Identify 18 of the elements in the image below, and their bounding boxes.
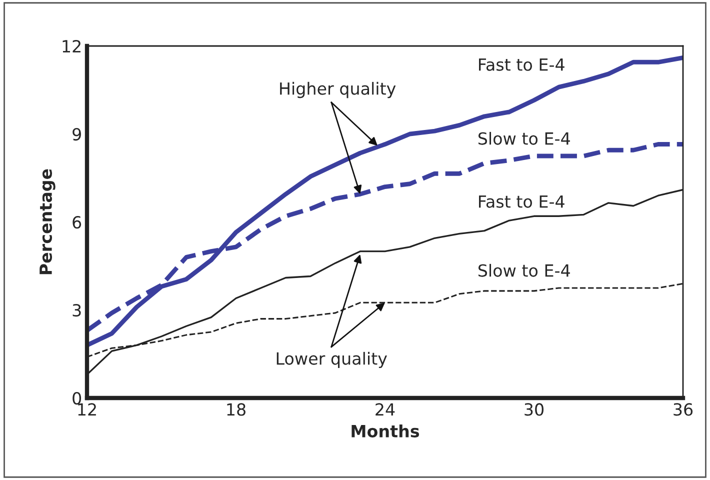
line-series	[87, 56, 683, 348]
series-label: Fast to E-4	[479, 195, 564, 208]
y-tick-label: 6	[72, 216, 82, 229]
x-axis-title: Months	[352, 424, 420, 438]
series-label: Slow to E-4	[478, 132, 570, 145]
y-tick-label: 12	[62, 40, 80, 52]
y-tick-label: 3	[72, 304, 81, 317]
y-axis-title: Percentage	[40, 169, 56, 274]
y-tick-label: 0	[72, 392, 82, 405]
y-tick-label: 9	[72, 128, 81, 141]
x-tick-label: 36	[674, 403, 693, 416]
x-tick-label: 30	[524, 403, 544, 416]
x-tick-label: 24	[376, 403, 395, 416]
series-label: Fast to E-4	[479, 58, 564, 71]
x-tick-label: 18	[227, 403, 246, 416]
annotation: Lower quality	[276, 352, 387, 368]
annotation: Higher quality	[280, 82, 396, 98]
series-label: Slow to E-4	[478, 264, 570, 277]
